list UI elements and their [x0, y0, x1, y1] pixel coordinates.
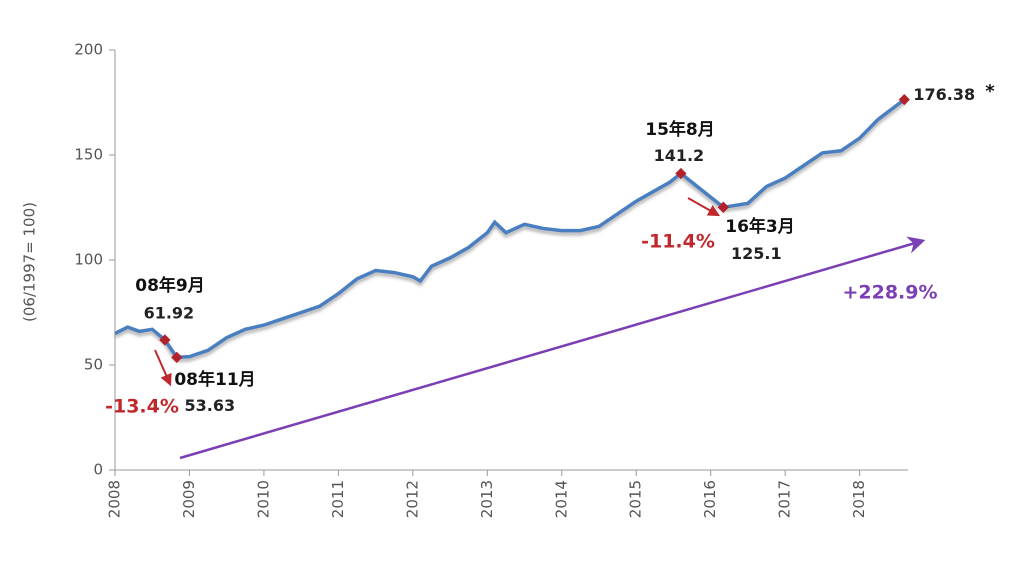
point-marker — [675, 167, 687, 180]
drop-arrow — [687, 197, 721, 217]
y-tick-label: 150 — [74, 146, 103, 164]
point-marker — [717, 201, 729, 213]
annotation: * — [985, 81, 995, 102]
annotation: 08年9月 — [135, 275, 205, 296]
y-tick-label: 50 — [84, 356, 103, 374]
y-axis-label: (06/1997= 100) — [21, 202, 39, 322]
y-tick-label: 0 — [93, 461, 103, 479]
value-label: 125.1 — [731, 244, 782, 263]
annotation: -11.4% — [641, 231, 715, 253]
x-tick-label: 2017 — [776, 480, 794, 518]
line-series — [114, 98, 906, 360]
x-tick-label: 2014 — [552, 480, 570, 518]
x-tick-label: 2008 — [106, 480, 124, 518]
x-tick-label: 2010 — [254, 480, 272, 518]
value-label: 61.92 — [144, 303, 195, 322]
annotation: +228.9% — [842, 282, 937, 304]
point-marker — [159, 334, 171, 346]
x-tick-label: 2011 — [329, 480, 347, 518]
y-tick-label: 200 — [74, 41, 103, 59]
point-marker — [171, 351, 183, 364]
y-tick-label: 100 — [74, 251, 103, 269]
annotation: 15年8月 — [645, 119, 715, 140]
annotation: -13.4% — [105, 396, 179, 418]
value-label: 53.63 — [184, 396, 235, 415]
x-tick-label: 2015 — [627, 480, 645, 518]
annotation: 08年11月 — [174, 369, 255, 390]
x-tick-label: 2013 — [478, 480, 496, 518]
x-tick-label: 2012 — [403, 480, 421, 518]
value-label: 141.2 — [654, 146, 705, 165]
x-tick-label: 2016 — [701, 480, 719, 518]
trend-arrow — [179, 236, 926, 460]
x-tick-label: 2009 — [180, 480, 198, 518]
drop-arrow — [154, 349, 172, 387]
x-tick-label: 2018 — [850, 480, 868, 518]
annotation: 16年3月 — [725, 216, 795, 237]
value-label: 176.38 — [913, 85, 975, 104]
